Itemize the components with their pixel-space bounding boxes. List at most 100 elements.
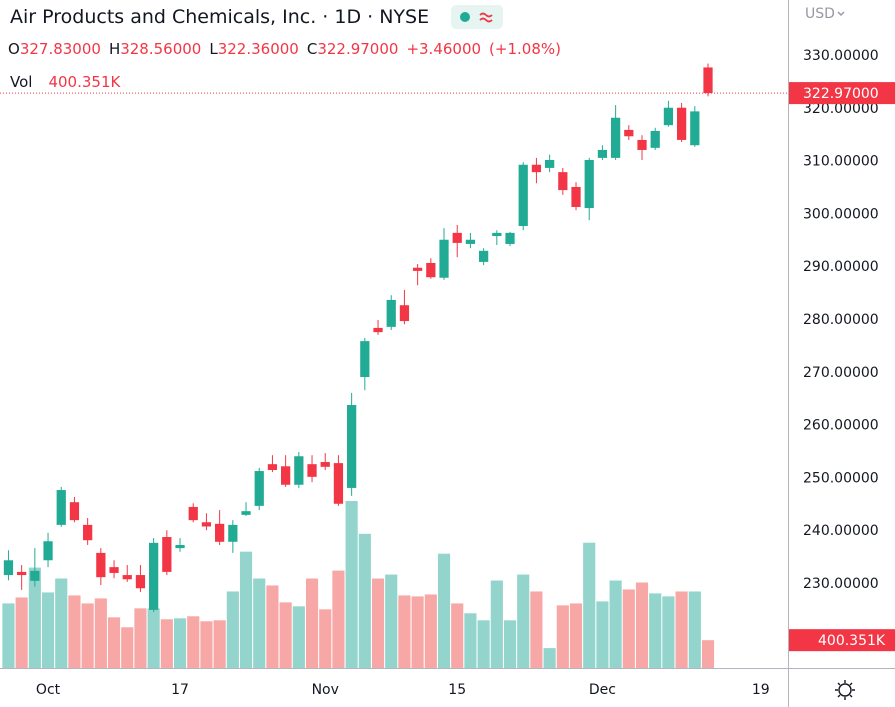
candle-body <box>465 239 476 244</box>
candle-body <box>175 544 185 549</box>
volume-bar <box>569 603 583 668</box>
volume-bar <box>121 627 134 668</box>
volume-bar <box>292 606 305 668</box>
y-tick-label: 330.00000 <box>803 48 879 64</box>
last-volume-label: 400.351K <box>818 633 886 649</box>
candle-body <box>518 164 528 227</box>
volume-bar <box>213 620 226 668</box>
header-title-row: Air Products and Chemicals, Inc. · 1D · … <box>10 5 504 29</box>
volume-bar <box>385 574 398 668</box>
volume-bar <box>530 591 543 668</box>
volume-bar <box>28 567 41 668</box>
volume-bar <box>543 648 556 668</box>
candle-body <box>492 232 502 237</box>
volume-legend: Vol 400.351K <box>10 73 120 91</box>
settings-icon[interactable] <box>835 680 855 700</box>
volume-bar <box>477 620 490 668</box>
candle-body <box>597 149 608 158</box>
volume-bar <box>649 593 662 668</box>
x-tick-label: Oct <box>36 682 61 698</box>
candle-body <box>307 464 317 477</box>
candle-body <box>676 107 687 140</box>
candle-body <box>320 462 330 467</box>
candle-body <box>96 552 106 578</box>
ohlc-key: C <box>306 40 318 58</box>
volume-bar <box>556 605 569 668</box>
currency[interactable]: USD <box>805 6 835 22</box>
candle-body <box>215 523 225 542</box>
volume-bar <box>437 553 451 668</box>
y-tick-label: 310.00000 <box>803 154 879 170</box>
candle-body <box>3 560 14 576</box>
volume-bar <box>226 591 239 668</box>
ohlc-legend: O327.83000 H328.56000 L322.36000 C322.97000… <box>8 40 561 58</box>
volume-bar <box>688 591 701 668</box>
candle-body <box>637 139 647 150</box>
ohlc-key: H <box>108 40 121 58</box>
y-tick-label: 230.00000 <box>803 576 879 592</box>
candle-body <box>413 267 423 271</box>
candle-body <box>149 542 159 610</box>
candle-body <box>650 130 660 148</box>
candle-body <box>17 571 27 576</box>
candle-body <box>531 164 542 173</box>
volume-bar <box>503 620 517 668</box>
candle-body <box>584 160 594 209</box>
volume-bar <box>675 591 688 668</box>
candle-body <box>294 456 304 485</box>
candle-body <box>386 299 396 327</box>
candle-body <box>83 524 93 541</box>
candle-body <box>69 502 80 521</box>
volume-bar <box>94 598 107 668</box>
candle-body <box>122 575 132 580</box>
candle-body <box>663 107 674 126</box>
candle-body <box>162 537 172 572</box>
y-tick-label: 240.00000 <box>803 523 879 539</box>
volume-bar <box>253 578 266 668</box>
y-tick-label: 300.00000 <box>803 206 879 222</box>
candle-body <box>201 522 212 527</box>
volume-bar <box>107 617 121 668</box>
volume-bar <box>55 578 68 668</box>
candle-body <box>30 570 40 581</box>
volume-bar <box>701 640 715 668</box>
candle-body <box>703 67 713 94</box>
volume-bar <box>147 608 160 668</box>
last-price-box <box>789 82 895 105</box>
badge-icons <box>460 12 493 23</box>
candle-body <box>109 567 119 573</box>
y-tick-label: 260.00000 <box>803 418 879 434</box>
candle-body <box>624 129 634 137</box>
candle-body <box>558 172 568 191</box>
volume-bar <box>451 603 464 668</box>
candle-body <box>690 111 700 146</box>
candle-body <box>347 405 357 488</box>
volume-bar <box>464 613 477 668</box>
y-tick-label: 290.00000 <box>803 259 879 275</box>
volume-bar <box>319 609 332 668</box>
volume-bar <box>424 594 437 668</box>
candle-body <box>479 250 489 262</box>
candle-body <box>571 186 581 208</box>
status-badge[interactable] <box>451 5 504 29</box>
volume-bar <box>279 602 292 668</box>
candle-body <box>241 511 251 515</box>
volume-bar <box>81 603 94 668</box>
candle-body <box>254 471 264 506</box>
candle-body <box>267 464 278 470</box>
candle-body <box>426 262 436 278</box>
volume-bar <box>41 592 55 668</box>
candle-body <box>188 506 198 521</box>
volume-bar <box>398 595 411 668</box>
candle-body <box>452 232 462 243</box>
currency-chevron[interactable] <box>837 11 845 16</box>
volume-bar <box>371 578 385 668</box>
volume-bar <box>134 608 147 668</box>
volume-bar <box>662 596 675 668</box>
y-tick-label: 280.00000 <box>803 312 879 328</box>
y-tick-label: 250.00000 <box>803 470 879 486</box>
candle-body <box>43 541 53 561</box>
volume-bar <box>583 542 596 668</box>
